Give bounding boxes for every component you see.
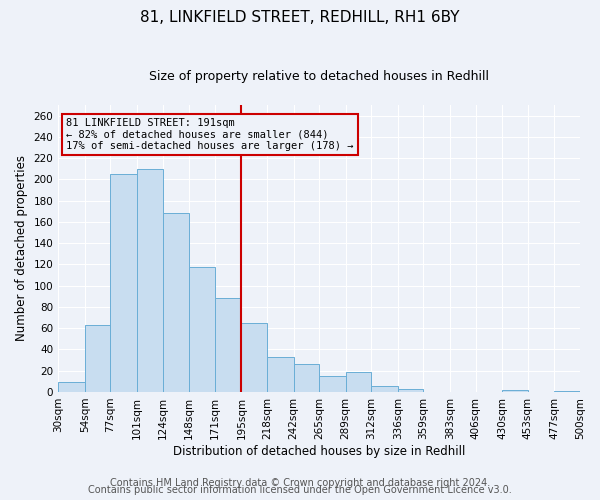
Bar: [241, 323, 267, 392]
X-axis label: Distribution of detached houses by size in Redhill: Distribution of detached houses by size …: [173, 444, 465, 458]
Bar: [502, 390, 528, 392]
Text: 81, LINKFIELD STREET, REDHILL, RH1 6BY: 81, LINKFIELD STREET, REDHILL, RH1 6BY: [140, 10, 460, 25]
Bar: [110, 174, 137, 392]
Text: Contains HM Land Registry data © Crown copyright and database right 2024.: Contains HM Land Registry data © Crown c…: [110, 478, 490, 488]
Bar: [371, 386, 398, 392]
Bar: [189, 266, 215, 392]
Bar: [267, 357, 293, 392]
Text: Contains public sector information licensed under the Open Government Licence v3: Contains public sector information licen…: [88, 485, 512, 495]
Title: Size of property relative to detached houses in Redhill: Size of property relative to detached ho…: [149, 70, 489, 83]
Text: 81 LINKFIELD STREET: 191sqm
← 82% of detached houses are smaller (844)
17% of se: 81 LINKFIELD STREET: 191sqm ← 82% of det…: [66, 118, 353, 151]
Bar: [215, 298, 241, 392]
Bar: [346, 372, 371, 392]
Bar: [293, 364, 319, 392]
Bar: [398, 389, 424, 392]
Bar: [137, 169, 163, 392]
Bar: [554, 391, 580, 392]
Bar: [58, 382, 85, 392]
Bar: [319, 376, 346, 392]
Bar: [85, 325, 110, 392]
Bar: [163, 214, 189, 392]
Y-axis label: Number of detached properties: Number of detached properties: [15, 156, 28, 342]
